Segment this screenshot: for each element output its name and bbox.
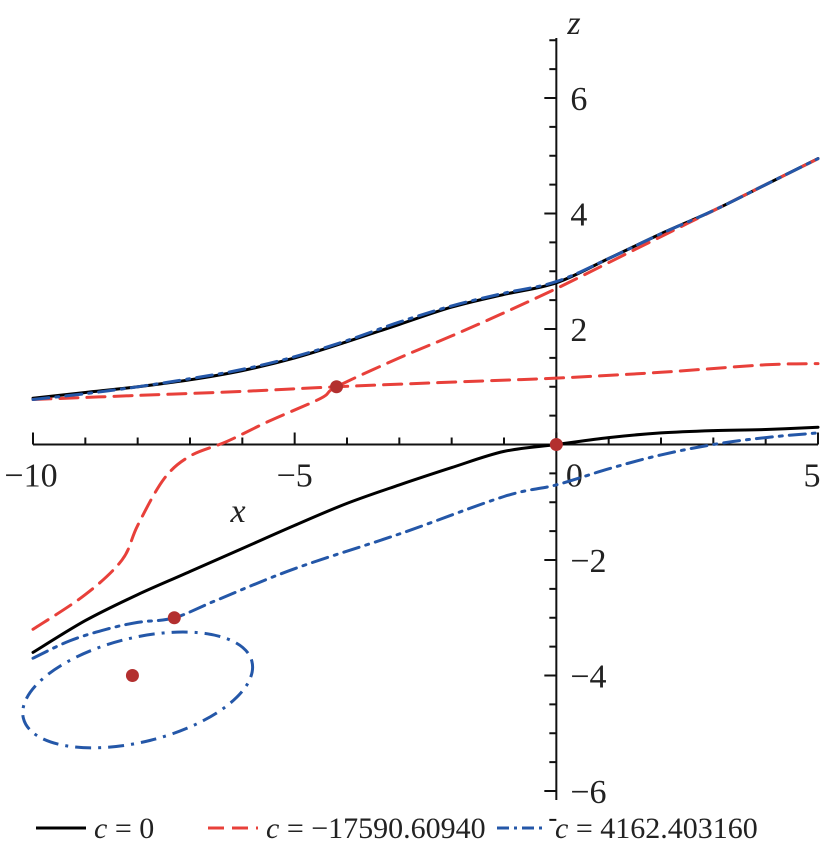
- series-0-branch-0: [31, 157, 820, 400]
- series-2-loop: [21, 630, 255, 750]
- x-tick-label: 0: [566, 458, 583, 495]
- curves: [21, 157, 820, 750]
- x-axis-label: x: [229, 493, 245, 530]
- marked-points: [125, 380, 563, 682]
- series-1-branch-0: [31, 362, 820, 401]
- y-tick-label: 4: [570, 197, 587, 234]
- y-axis-label: z: [566, 5, 580, 42]
- legend-label: c = −17590.60940: [266, 812, 486, 845]
- legend-label: c = 0: [94, 812, 154, 845]
- axes: −10 −5 0 5 −6 −4 −2 2 4 6: [4, 38, 821, 821]
- series-2-branch-0: [31, 157, 820, 401]
- marked-point: [167, 611, 181, 625]
- series-2-branch-1: [31, 431, 820, 660]
- marked-point: [549, 438, 563, 451]
- legend: c = 0 c = −17590.60940 c = 4162.403160: [36, 812, 758, 845]
- y-tick-label: 6: [570, 81, 587, 118]
- y-tick-label: 2: [570, 312, 587, 349]
- marked-point: [330, 380, 344, 394]
- series-1-branch-1: [31, 157, 820, 631]
- y-tick-label: −4: [570, 659, 606, 696]
- y-tick-label: −2: [570, 543, 606, 580]
- y-tick-label: −6: [570, 774, 606, 811]
- legend-label: c = 4162.403160: [555, 812, 758, 845]
- marked-point: [125, 669, 139, 682]
- x-tick-label: 5: [804, 458, 821, 495]
- x-tick-label: −5: [277, 458, 313, 495]
- x-tick-label: −10: [4, 458, 57, 495]
- series-0-branch-1: [31, 425, 820, 654]
